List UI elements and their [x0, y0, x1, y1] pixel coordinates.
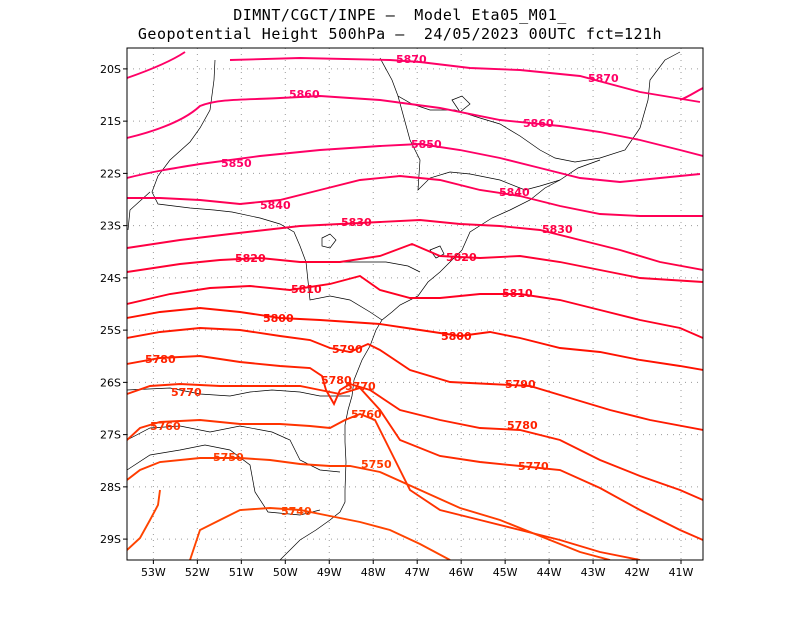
lon-tick-label: 45W	[493, 566, 518, 579]
contour-5850	[127, 143, 701, 183]
state-border-sp-mg	[151, 59, 421, 273]
coastline	[279, 51, 681, 560]
lon-tick-labels: 53W 52W 51W 50W 49W 48W 47W 46W 45W 44W 43W 42W 41W	[141, 560, 694, 579]
lat-tick-label: 23S	[100, 220, 121, 233]
lake-outline	[321, 95, 471, 259]
contour-5790	[127, 327, 703, 431]
contour-5740	[127, 489, 451, 560]
contour-label-5830: 5830	[542, 223, 573, 236]
map-title-line2: Geopotential Height 500hPa – 24/05/2023 …	[137, 25, 663, 43]
contour-label-5790: 5790	[332, 343, 363, 356]
contour-5860	[127, 95, 703, 157]
contour-label-5820: 5820	[446, 251, 477, 264]
contour-label-5760: 5760	[150, 420, 181, 433]
lon-tick-label: 51W	[229, 566, 254, 579]
map-title-line1: DIMNT/CGCT/INPE – Model Eta05_M01_	[233, 6, 567, 24]
contour-label-5760: 5760	[351, 408, 382, 421]
lon-tick-label: 53W	[141, 566, 166, 579]
contour-5780	[127, 355, 703, 501]
lon-tick-label: 44W	[537, 566, 562, 579]
contour-5760	[127, 412, 641, 560]
lon-tick-label: 52W	[185, 566, 210, 579]
contour-label-5870: 5870	[588, 72, 619, 85]
lat-tick-label: 21S	[100, 115, 121, 128]
lat-tick-label: 25S	[100, 324, 121, 337]
contour-label-5870: 5870	[396, 53, 427, 66]
contour-label-5810: 5810	[291, 283, 322, 296]
contour-label-5780: 5780	[507, 419, 538, 432]
contour-labels: 5870 5870 5860 5860 5850 5850 5840 5840 …	[145, 53, 619, 518]
contour-label-5860: 5860	[523, 117, 554, 130]
contour-label-5810: 5810	[502, 287, 533, 300]
contour-5870	[127, 51, 703, 103]
grid-lines	[127, 48, 703, 560]
contour-label-5840: 5840	[260, 199, 291, 212]
contour-label-5800: 5800	[441, 330, 472, 343]
contour-label-5850: 5850	[411, 138, 442, 151]
contour-5830	[127, 219, 703, 271]
contour-5810	[127, 274, 703, 339]
contour-label-5770: 5770	[518, 460, 549, 473]
lon-tick-label: 49W	[317, 566, 342, 579]
lon-tick-label: 50W	[273, 566, 298, 579]
contour-label-5770: 5770	[345, 380, 376, 393]
lat-tick-label: 28S	[100, 481, 121, 494]
lat-tick-label: 24S	[100, 272, 121, 285]
contour-label-5860: 5860	[289, 88, 320, 101]
contour-lines	[127, 51, 703, 560]
contour-5840	[127, 175, 703, 217]
contour-5750	[127, 457, 611, 560]
lon-tick-label: 41W	[669, 566, 694, 579]
lat-tick-label: 22S	[100, 167, 121, 180]
contour-label-5770: 5770	[171, 386, 202, 399]
lon-tick-label: 48W	[361, 566, 386, 579]
lat-tick-label: 26S	[100, 376, 121, 389]
lat-tick-label: 20S	[100, 63, 121, 76]
contour-label-5800: 5800	[263, 312, 294, 325]
coastline-and-borders	[127, 51, 681, 560]
contour-label-5830: 5830	[341, 216, 372, 229]
contour-label-5790: 5790	[505, 378, 536, 391]
contour-5770	[127, 383, 703, 541]
lon-tick-label: 42W	[625, 566, 650, 579]
contour-label-5850: 5850	[221, 157, 252, 170]
lat-tick-labels: 20S 21S 22S 23S 24S 25S 26S 27S 28S 29S	[100, 63, 127, 546]
contour-label-5780: 5780	[145, 353, 176, 366]
contour-label-5750: 5750	[361, 458, 392, 471]
contour-label-5840: 5840	[499, 186, 530, 199]
lon-tick-label: 46W	[449, 566, 474, 579]
contour-label-5780: 5780	[321, 374, 352, 387]
lon-tick-label: 47W	[405, 566, 430, 579]
lon-tick-label: 43W	[581, 566, 606, 579]
contour-5800	[127, 307, 703, 371]
plot-frame	[126, 47, 704, 561]
contour-label-5740: 5740	[281, 505, 312, 518]
state-border-mg-es	[397, 95, 561, 191]
lat-tick-label: 27S	[100, 429, 121, 442]
contour-5820	[127, 242, 703, 283]
lat-tick-label: 29S	[100, 533, 121, 546]
contour-label-5820: 5820	[235, 252, 266, 265]
contour-label-5750: 5750	[213, 451, 244, 464]
